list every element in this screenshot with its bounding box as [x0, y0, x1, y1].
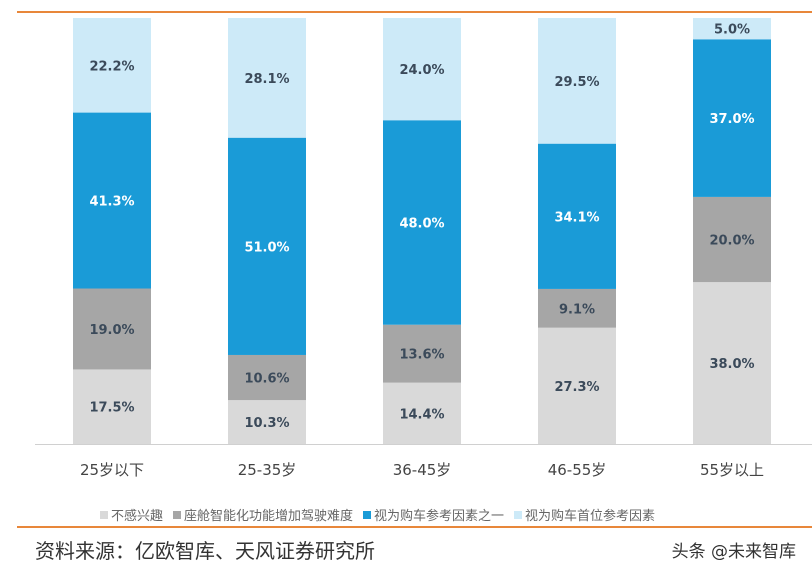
bar-segment	[73, 369, 151, 444]
data-label: 17.5%	[89, 401, 134, 416]
x-tick-label: 46-55岁	[548, 461, 607, 479]
data-label: 27.3%	[554, 380, 599, 395]
data-label: 48.0%	[399, 216, 444, 231]
stacked-bar-chart: 17.5% 19.0% 41.3% 22.2% 25岁以下 10.3% 10.6% 51.0%…	[35, 18, 812, 479]
legend-swatch	[100, 510, 108, 519]
data-label: 51.0%	[244, 240, 289, 255]
bar-segment	[73, 112, 151, 289]
bar-segment	[228, 137, 306, 355]
bar-segment	[538, 143, 616, 289]
data-label: 5.0%	[714, 23, 750, 38]
bar-segment	[228, 354, 306, 401]
bar-segment	[538, 288, 616, 328]
data-label: 41.3%	[89, 195, 134, 210]
legend: 不感兴趣 座舱智能化功能增加驾驶难度 视为购车参考因素之一 视为购车首位参考因素	[100, 505, 655, 524]
bar-segment	[693, 282, 771, 444]
data-label: 22.2%	[89, 59, 134, 74]
legend-item: 不感兴趣	[100, 505, 163, 524]
x-tick-label: 25岁以下	[80, 461, 144, 479]
legend-swatch	[173, 510, 182, 519]
data-label: 14.4%	[399, 407, 444, 422]
data-label: 28.1%	[244, 72, 289, 87]
x-tick-label: 36-45岁	[393, 461, 452, 479]
data-label: 38.0%	[709, 357, 754, 372]
data-label: 10.6%	[244, 372, 289, 387]
bar-segment	[693, 39, 771, 197]
bar-segment	[73, 288, 151, 370]
bar-segment	[73, 18, 151, 113]
legend-item: 座舱智能化功能增加驾驶难度	[173, 505, 353, 524]
legend-label: 视为购车参考因素之一	[374, 509, 505, 524]
bar-segment	[228, 18, 306, 138]
bottom-rule	[17, 526, 812, 528]
legend-swatch	[363, 510, 372, 519]
data-label: 37.0%	[709, 112, 754, 127]
data-label: 19.0%	[89, 323, 134, 338]
data-label: 10.3%	[244, 416, 289, 431]
data-label: 24.0%	[399, 63, 444, 78]
bar-segment	[693, 196, 771, 283]
source-note: 资料来源：亿欧智库、天风证券研究所	[35, 539, 375, 563]
bar-segment	[383, 324, 461, 383]
bar-segment	[383, 120, 461, 325]
bar-segment	[383, 382, 461, 444]
bar-segment	[538, 327, 616, 444]
bar-segment	[228, 400, 306, 444]
legend-swatch	[514, 510, 523, 519]
data-label: 20.0%	[709, 234, 754, 249]
watermark: 头条 @未来智库	[671, 542, 796, 562]
legend-label: 座舱智能化功能增加驾驶难度	[184, 509, 354, 524]
bar-segment	[383, 18, 461, 121]
x-tick-label: 25-35岁	[238, 461, 297, 479]
legend-label: 不感兴趣	[111, 509, 164, 524]
data-label: 13.6%	[399, 348, 444, 363]
x-tick-label: 55岁以上	[700, 461, 764, 479]
bar-segment	[693, 18, 771, 40]
data-label: 29.5%	[554, 75, 599, 90]
top-rule	[17, 11, 812, 13]
legend-item: 视为购车参考因素之一	[363, 505, 504, 524]
legend-label: 视为购车首位参考因素	[525, 509, 656, 524]
bar-segment	[538, 18, 616, 144]
legend-item: 视为购车首位参考因素	[514, 505, 655, 524]
data-label: 9.1%	[559, 302, 595, 317]
data-label: 34.1%	[554, 210, 599, 225]
